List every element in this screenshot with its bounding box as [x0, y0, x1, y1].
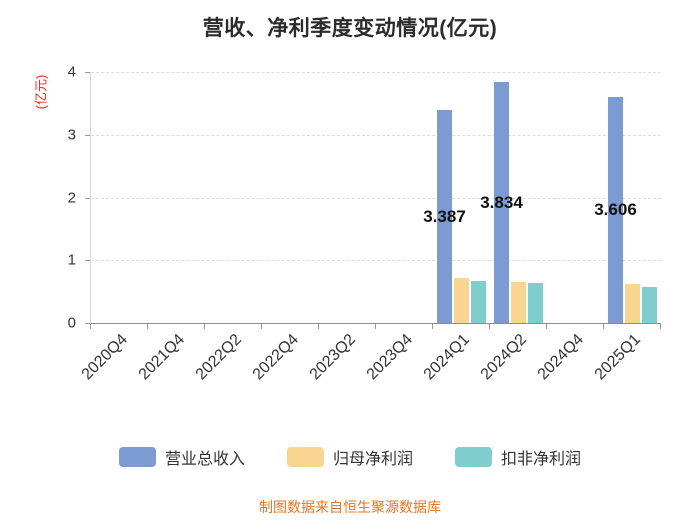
y-axis-tick-label: 4 [67, 63, 76, 81]
x-axis-tick-mark [375, 324, 376, 329]
x-axis-label: 2023Q4 [363, 331, 416, 384]
x-axis-label: 2022Q2 [192, 331, 245, 384]
x-axis-tick-mark [147, 324, 148, 329]
legend-swatch-net-profit [286, 447, 324, 467]
gridline [91, 134, 661, 136]
x-axis-label: 2023Q2 [306, 331, 359, 384]
y-axis-tick-mark [85, 260, 90, 262]
y-axis-tick-mark [85, 323, 90, 324]
x-axis-tick-mark [489, 324, 490, 329]
bar-net-profit-2024Q1[interactable] [454, 277, 469, 323]
x-axis-label: 2021Q4 [135, 331, 188, 384]
legend-item-total-revenue[interactable]: 营业总收入 [118, 445, 245, 469]
gridline [91, 197, 661, 199]
y-axis-tick-label: 3 [67, 126, 76, 144]
bar-non-gaap-net-profit-2024Q2[interactable] [528, 282, 543, 323]
x-axis-tick-mark [261, 324, 262, 329]
bar-net-profit-2024Q2[interactable] [511, 281, 526, 323]
y-axis-tick-mark [85, 134, 90, 136]
legend: 营业总收入 归母净利润 扣非净利润 [0, 445, 700, 469]
bar-non-gaap-net-profit-2024Q1[interactable] [471, 280, 486, 323]
legend-label-total-revenue: 营业总收入 [164, 451, 245, 468]
x-axis-tick-mark [90, 324, 91, 329]
x-axis-label: 2024Q2 [477, 331, 530, 384]
gridline [91, 72, 661, 73]
x-axis-tick-mark [204, 324, 205, 329]
bar-total-revenue-2025Q1[interactable] [608, 96, 623, 323]
y-axis-tick-label: 2 [67, 189, 76, 206]
y-axis-tick-mark [85, 72, 90, 73]
legend-swatch-total-revenue [118, 447, 156, 467]
bar-value-label-2024Q2: 3.834 [480, 192, 523, 212]
chart-title: 营收、净利季度变动情况(亿元) [202, 17, 498, 40]
x-axis-tick-mark [318, 324, 319, 329]
legend-swatch-non-gaap-net-profit [455, 447, 492, 467]
x-axis-label: 2024Q4 [534, 331, 587, 384]
y-axis-tick-label: 0 [67, 314, 76, 332]
x-axis-labels: 2020Q4 2021Q4 2022Q2 2022Q4 2023Q2 2023Q4 2024… [78, 331, 660, 411]
x-axis-tick-mark [546, 324, 547, 329]
legend-label-non-gaap-net-profit: 扣非净利润 [501, 451, 582, 468]
gridline [91, 260, 661, 262]
bar-non-gaap-net-profit-2025Q1[interactable] [642, 287, 657, 323]
legend-label-net-profit: 归母净利润 [332, 451, 413, 468]
x-axis-tick-mark [603, 324, 604, 329]
legend-item-non-gaap-net-profit[interactable]: 扣非净利润 [455, 445, 581, 469]
y-axis: 0 1 2 3 4 [0, 64, 90, 332]
plot-area: 3.387 3.834 3.606 [90, 72, 661, 324]
x-axis-tick-mark [660, 324, 661, 329]
bar-value-label-2024Q1: 3.387 [423, 206, 466, 226]
bar-net-profit-2025Q1[interactable] [625, 284, 640, 323]
bar-value-label-2025Q1: 3.606 [594, 199, 637, 219]
x-axis-label: 2022Q4 [249, 331, 302, 384]
x-axis-label: 2024Q1 [420, 331, 473, 384]
x-axis-ticks [90, 324, 661, 330]
bar-total-revenue-2024Q1[interactable] [437, 110, 452, 323]
bar-total-revenue-2024Q2[interactable] [494, 82, 509, 323]
x-axis-label: 2025Q1 [591, 331, 644, 384]
x-axis-tick-mark [432, 324, 433, 329]
y-axis-tick-label: 1 [67, 251, 76, 269]
data-source-note: 制图数据来自恒生聚源数据库 [259, 499, 441, 515]
y-axis-tick-mark [85, 197, 90, 199]
x-axis-label: 2020Q4 [78, 331, 131, 384]
legend-item-net-profit[interactable]: 归母净利润 [286, 445, 413, 469]
